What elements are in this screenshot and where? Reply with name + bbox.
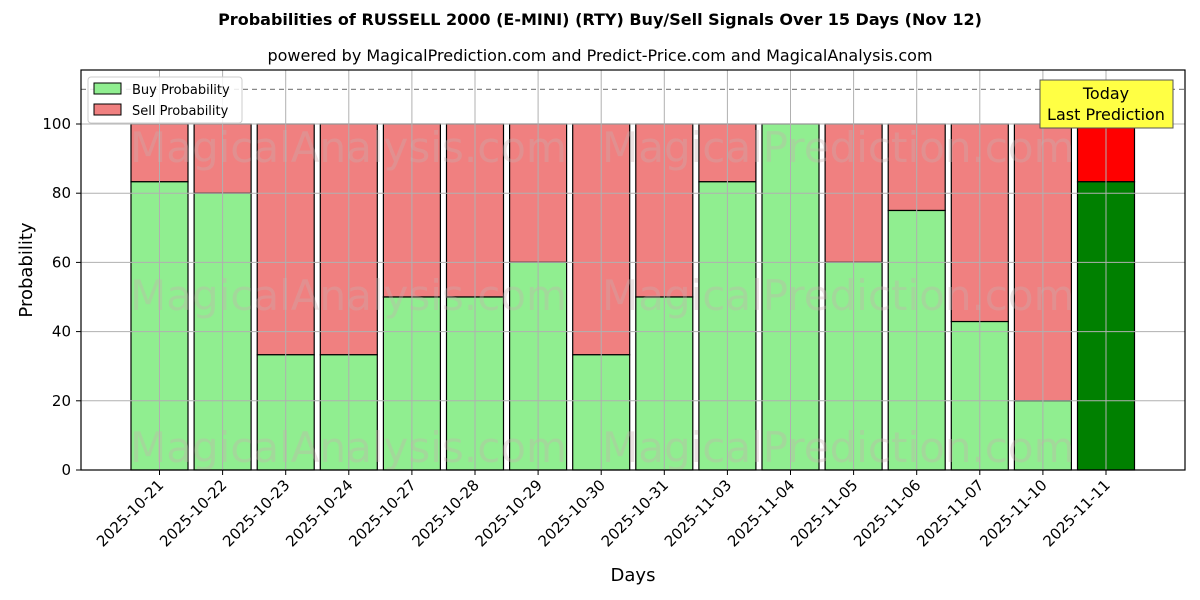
x-tick-label: 2025-11-07 xyxy=(913,476,987,550)
y-tick-label: 80 xyxy=(52,184,71,202)
y-tick-label: 20 xyxy=(52,392,71,410)
x-tick-label: 2025-10-23 xyxy=(219,476,293,550)
x-tick-label: 2025-10-28 xyxy=(408,476,482,550)
x-tick-label: 2025-10-21 xyxy=(93,476,167,550)
x-tick-label: 2025-11-03 xyxy=(661,476,735,550)
x-tick-label: 2025-10-30 xyxy=(535,476,609,550)
x-tick-label: 2025-11-11 xyxy=(1039,476,1113,550)
x-axis-ticks: 2025-10-212025-10-222025-10-232025-10-24… xyxy=(93,470,1114,550)
watermark: MagicalPrediction.com xyxy=(602,123,1075,172)
watermark: MagicalAnalysis.com xyxy=(130,123,567,172)
watermark: MagicalPrediction.com xyxy=(602,271,1075,320)
watermarks: MagicalAnalysis.com MagicalPrediction.com… xyxy=(130,123,1075,472)
watermark: MagicalPrediction.com xyxy=(602,423,1075,472)
y-tick-label: 60 xyxy=(52,253,71,271)
legend-sell-swatch xyxy=(93,103,122,116)
y-axis-label: Probability xyxy=(16,222,37,317)
x-tick-label: 2025-11-04 xyxy=(724,476,798,550)
x-tick-label: 2025-10-27 xyxy=(345,476,419,550)
x-tick-label: 2025-10-22 xyxy=(156,476,230,550)
x-tick-label: 2025-10-24 xyxy=(282,476,356,550)
legend: Buy Probability Sell Probability xyxy=(87,76,243,124)
y-tick-label: 0 xyxy=(61,461,71,479)
chart-subtitle: powered by MagicalPrediction.com and Pre… xyxy=(267,46,933,65)
watermark: MagicalAnalysis.com xyxy=(130,423,567,472)
x-axis-label: Days xyxy=(611,565,656,586)
y-tick-label: 100 xyxy=(42,115,71,133)
x-tick-label: 2025-11-06 xyxy=(850,476,924,550)
annotation-line2: Last Prediction xyxy=(1047,105,1165,124)
today-annotation: Today Last Prediction xyxy=(1039,79,1174,129)
plot-frame xyxy=(80,69,1186,471)
x-tick-label: 2025-11-05 xyxy=(787,476,861,550)
legend-buy-label: Buy Probability xyxy=(132,83,230,98)
legend-buy-swatch xyxy=(93,82,122,95)
x-tick-label: 2025-11-10 xyxy=(976,476,1050,550)
y-tick-label: 40 xyxy=(52,323,71,341)
chart-title: Probabilities of RUSSELL 2000 (E-MINI) (… xyxy=(218,10,982,29)
watermark: MagicalAnalysis.com xyxy=(130,271,567,320)
legend-sell-label: Sell Probability xyxy=(132,104,229,119)
x-tick-label: 2025-10-29 xyxy=(472,476,546,550)
x-tick-label: 2025-10-31 xyxy=(598,476,672,550)
y-axis-ticks: 0 20 40 60 80 100 xyxy=(42,115,81,479)
annotation-line1: Today xyxy=(1082,84,1129,103)
